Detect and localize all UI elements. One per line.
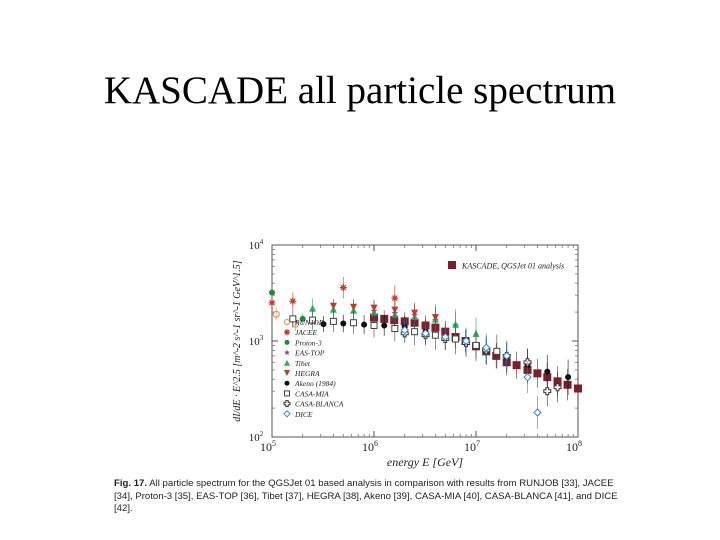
- data-point: [553, 383, 562, 392]
- legend-marker: [284, 390, 290, 397]
- data-point: [411, 328, 419, 336]
- data-point: [533, 408, 542, 417]
- data-point: [461, 336, 471, 346]
- legend-marker: [284, 339, 290, 345]
- legend-kascade: KASCADE, QGSJet 01 analysis: [448, 261, 564, 271]
- data-point: [431, 331, 439, 339]
- data-point: [391, 294, 399, 302]
- data-point: [431, 314, 439, 322]
- data-point: [391, 306, 399, 314]
- data-point: [381, 322, 388, 329]
- y-tick-label: 102: [249, 430, 264, 444]
- legend-label: EAS-TOP: [294, 349, 325, 358]
- data-point: [482, 343, 491, 352]
- x-tick-label: 105: [260, 439, 276, 454]
- legend-label: JACEE: [295, 328, 317, 337]
- legend-label: Akeno (1984): [294, 379, 336, 388]
- data-point: [452, 335, 460, 343]
- legend-label: KASCADE, QGSJet 01 analysis: [461, 262, 564, 271]
- x-axis-label: energy E [GeV]: [387, 455, 464, 469]
- data-point: [441, 332, 450, 342]
- x-tick-label: 108: [566, 439, 582, 454]
- data-point: [400, 325, 409, 335]
- legend-marker: [284, 349, 290, 355]
- data-point: [370, 322, 378, 330]
- y-axis-label: dI/dE · E^2.5 [m^-2 s^-1 sr^-1 GeV^1.5]: [232, 260, 243, 421]
- legend-label: DICE: [294, 410, 313, 419]
- data-point: [390, 316, 399, 325]
- y-tick-label: 104: [249, 238, 264, 252]
- legend-label: RUNJOB: [294, 318, 324, 327]
- data-point: [493, 347, 501, 355]
- data-point: [502, 351, 511, 361]
- data-point: [299, 315, 306, 322]
- x-tick-label: 107: [464, 439, 480, 454]
- data-point: [492, 351, 501, 360]
- legend-label: Tibet: [295, 359, 311, 368]
- data-point: [563, 380, 572, 389]
- data-point: [533, 369, 542, 378]
- caption-label: Fig. 17.: [114, 478, 148, 489]
- data-point: [544, 368, 551, 375]
- legend-marker: [283, 410, 291, 418]
- data-point: [339, 284, 347, 292]
- data-point: [391, 324, 399, 332]
- legend-marker: [284, 319, 290, 325]
- y-tick-label: 103: [249, 334, 264, 348]
- legend-marker: [448, 261, 456, 269]
- data-point: [289, 297, 297, 305]
- legend-label: CASA-MIA: [295, 389, 329, 398]
- data-point: [269, 289, 275, 296]
- data-point: [309, 304, 317, 312]
- data-point: [272, 310, 280, 318]
- data-point: [370, 304, 378, 312]
- data-point: [565, 374, 572, 381]
- data-point: [523, 372, 532, 382]
- data-point: [421, 329, 430, 338]
- data-point: [329, 317, 337, 325]
- data-point: [512, 361, 521, 370]
- data-point: [411, 309, 419, 317]
- caption-text: All particle spectrum for the QGSJet 01 …: [114, 478, 618, 514]
- data-point: [268, 299, 276, 307]
- axis-ticks: 105 106 107 108 102 103 104: [249, 238, 582, 454]
- legend-marker: [284, 380, 290, 386]
- legend-marker: [283, 400, 291, 408]
- legend-label: Proton-3: [294, 338, 322, 347]
- data-point: [289, 315, 297, 323]
- data-point: [361, 321, 368, 328]
- legend-label: HEGRA: [294, 369, 320, 378]
- data-point: [329, 302, 337, 310]
- legend-marker: [284, 329, 290, 336]
- x-tick-label: 106: [362, 439, 378, 454]
- data-point: [340, 320, 347, 327]
- data-point: [350, 303, 358, 311]
- legend-label: CASA-BLANCA: [295, 400, 344, 409]
- figure-caption: Fig. 17. All particle spectrum for the Q…: [114, 478, 634, 516]
- slide-title: KASCADE all particle spectrum: [103, 69, 617, 112]
- legend-marker: [284, 359, 290, 366]
- data-point: [320, 321, 327, 328]
- data-point: [472, 341, 480, 349]
- legend-marker: [284, 370, 290, 376]
- data-point: [574, 384, 582, 393]
- data-point: [309, 316, 317, 324]
- data-point: [543, 387, 552, 396]
- data-points: [268, 276, 582, 429]
- data-point: [350, 319, 358, 327]
